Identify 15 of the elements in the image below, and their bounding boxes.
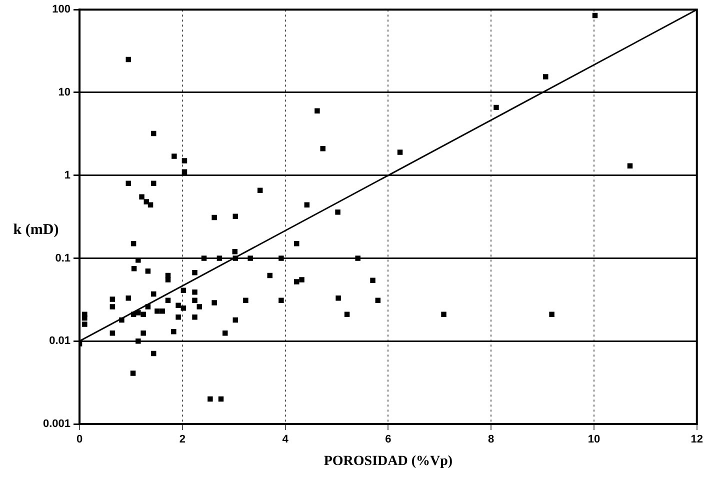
y-tick-label: 100 bbox=[52, 4, 71, 16]
x-tick-label: 4 bbox=[282, 434, 290, 446]
x-tick-label: 0 bbox=[76, 434, 83, 446]
y-tick-label: 0.001 bbox=[42, 418, 71, 430]
y-tick-label: 0.01 bbox=[49, 335, 71, 348]
x-tick-label: 12 bbox=[690, 434, 704, 446]
y-axis-title: k (mD) bbox=[12, 222, 60, 239]
x-tick-label: 10 bbox=[588, 434, 600, 446]
x-tick-label: 6 bbox=[385, 434, 392, 446]
y-tick-label: 0.1 bbox=[55, 252, 71, 264]
x-tick-label: 8 bbox=[488, 434, 494, 446]
x-axis-title: POROSIDAD (%Vp) bbox=[324, 454, 453, 470]
y-tick-label: 10 bbox=[58, 86, 71, 99]
x-tick-label: 2 bbox=[179, 434, 186, 446]
y-tick-label: 1 bbox=[64, 169, 71, 182]
